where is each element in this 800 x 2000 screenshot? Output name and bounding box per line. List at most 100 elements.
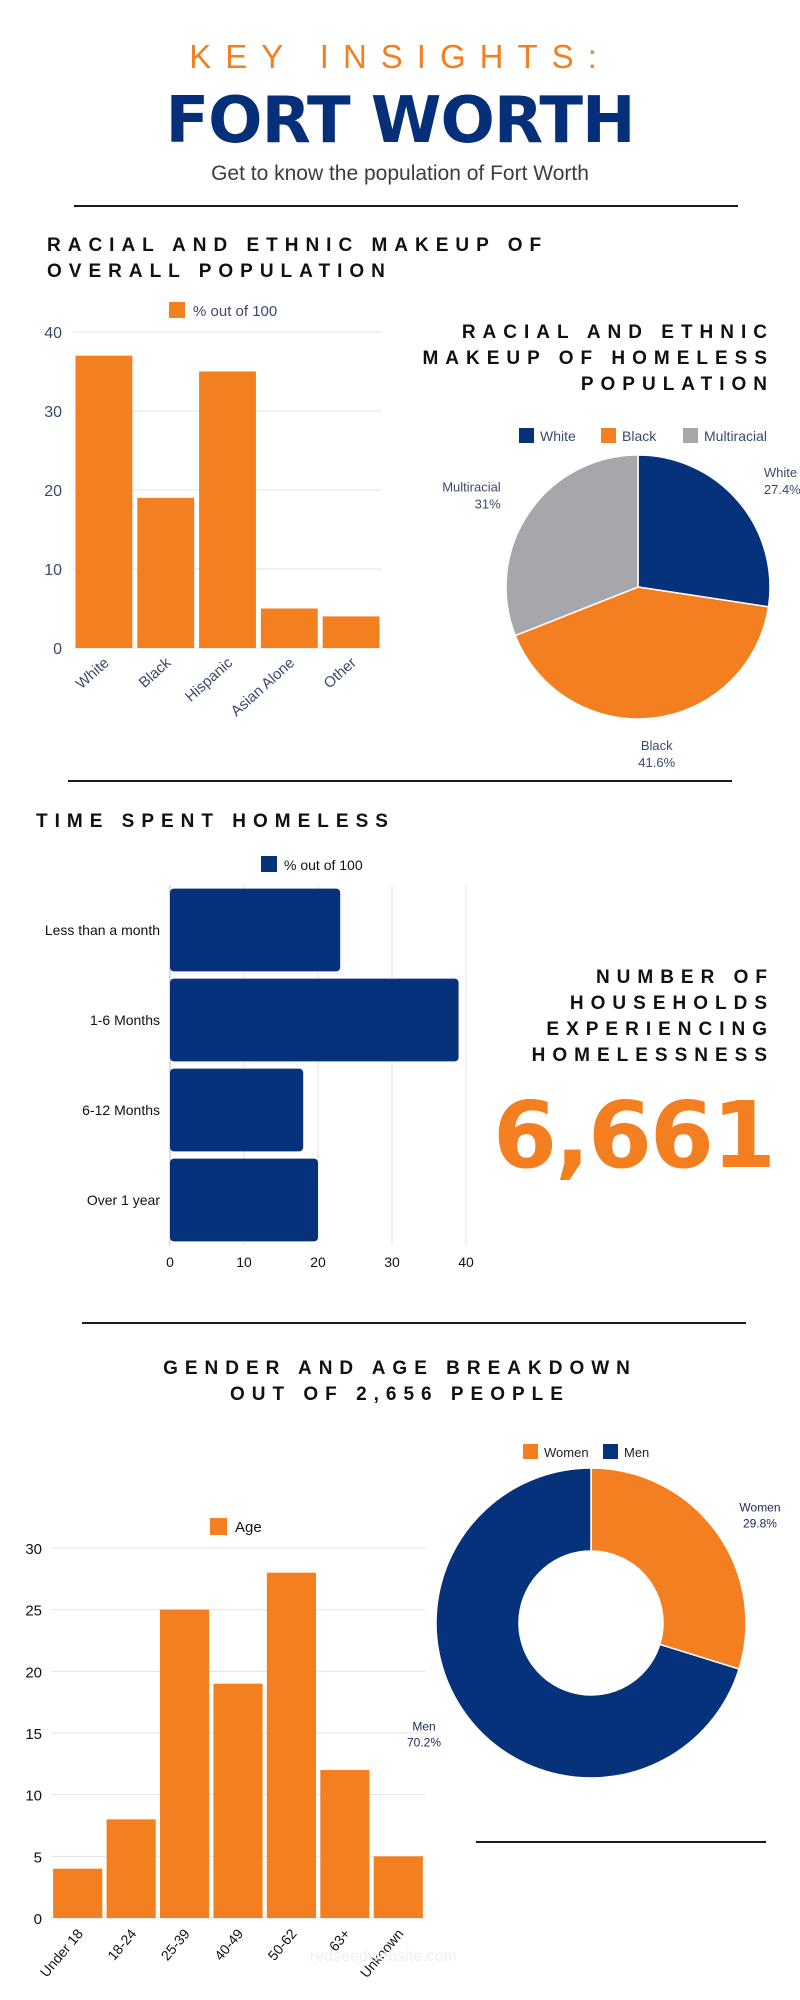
x-tick-label: 10 — [236, 1254, 252, 1270]
x-tick-label: 18-24 — [104, 1925, 139, 1963]
section-title-gender-age: GENDER AND AGE BREAKDOWN OUT OF 2,656 PE… — [0, 1356, 800, 1408]
x-tick-label: 0 — [166, 1254, 174, 1270]
y-tick-label: Over 1 year — [87, 1192, 160, 1208]
x-tick-label: 30 — [384, 1254, 400, 1270]
donut-slice-men — [435, 1467, 740, 1779]
section-title-line: POPULATION — [580, 374, 774, 395]
y-tick-label: 20 — [25, 1664, 42, 1681]
slice-value-label: 41.6% — [638, 755, 675, 770]
y-tick-label: 10 — [44, 562, 62, 579]
slice-value-label: 29.8% — [743, 1516, 777, 1530]
page-subtitle: Get to know the population of Fort Worth — [211, 162, 589, 185]
section-title-racial-overall: RACIAL AND ETHNIC MAKEUP OF OVERALL POPU… — [47, 233, 607, 285]
slice-label: Black — [641, 738, 673, 753]
x-tick-label: 20 — [310, 1254, 326, 1270]
x-tick-label: Black — [136, 654, 175, 692]
chart-overall-population: % out of 100 0 10 20 30 40 White Black HispanicA… — [44, 302, 382, 720]
x-tick-label: 40 — [458, 1254, 474, 1270]
x-tick-label: 50-62 — [264, 1925, 299, 1963]
households-count: 6,661 — [492, 1082, 776, 1189]
slice-value-label: 70.2% — [407, 1736, 441, 1750]
bar-18-24 — [106, 1819, 156, 1918]
bar-white — [75, 355, 133, 648]
bar-6-12-months — [170, 1068, 304, 1152]
x-tick-label: Hispanic — [182, 654, 236, 705]
section-title-line: NUMBER OF — [595, 967, 774, 988]
y-tick-label: 40 — [44, 325, 62, 342]
bar-hispanic — [199, 371, 256, 648]
slice-value-label: 27.4% — [764, 482, 800, 497]
legend-swatch-men — [603, 1444, 618, 1459]
bar-50-62 — [266, 1572, 317, 1918]
slice-label: Women — [739, 1500, 780, 1514]
chart-gender: Women Men Women 29.8% Men 70.2% — [407, 1444, 781, 1779]
x-tick-label: Asian Alone — [228, 654, 298, 720]
x-tick-label: 25-39 — [158, 1925, 193, 1963]
bar-black — [137, 497, 195, 648]
bar-over-1-year — [170, 1158, 318, 1242]
bar-63+ — [320, 1770, 370, 1918]
legend-label: Multiracial — [704, 428, 767, 444]
chart-age: Age 0 5 10 15 20 25 30 Under 18 18-24 25-39 40-49 50… — [25, 1518, 425, 1981]
legend-swatch-women — [523, 1444, 538, 1459]
section-title-line: OUT OF 2,656 PEOPLE — [230, 1384, 570, 1405]
header-kicker: KEY INSIGHTS: — [189, 38, 611, 75]
bar-unknown — [373, 1856, 423, 1918]
pie-slice-multiracial — [505, 454, 639, 637]
section-title-line: OVERALL POPULATION — [47, 261, 392, 282]
chart-homeless-race: White Black Multiracial White 27.4% Black 41.6… — [442, 428, 800, 770]
slice-value-label: 31% — [475, 497, 501, 512]
legend-label: Black — [622, 428, 657, 444]
y-tick-label: 6-12 Months — [82, 1102, 160, 1118]
chart-time-homeless: % out of 100 0 10 20 30 40 Less than a month 1-… — [45, 856, 474, 1270]
x-tick-label: Under 18 — [37, 1925, 86, 1980]
legend-swatch — [169, 302, 185, 318]
bar-25-39 — [159, 1609, 210, 1918]
bar-under-18 — [53, 1868, 103, 1918]
y-tick-label: Less than a month — [45, 922, 160, 938]
bar-40-49 — [213, 1683, 263, 1918]
legend-swatch — [261, 856, 277, 872]
section-title-line: RACIAL AND ETHNIC MAKEUP OF — [47, 235, 549, 256]
section-title-racial-homeless: RACIAL AND ETHNIC MAKEUP OF HOMELESS POP… — [400, 320, 774, 398]
divider-top — [74, 205, 738, 207]
y-tick-label: 15 — [25, 1726, 42, 1743]
legend-swatch-white — [519, 428, 534, 443]
bar-1-6-months — [170, 978, 459, 1062]
y-tick-label: 30 — [44, 404, 62, 421]
slice-label: Men — [412, 1720, 435, 1734]
section-title-households: NUMBER OF HOUSEHOLDS EXPERIENCING HOMELE… — [470, 965, 774, 1069]
slice-label: White — [764, 465, 797, 480]
section-title-line: HOUSEHOLDS — [569, 993, 774, 1014]
y-tick-label: 5 — [34, 1849, 42, 1866]
pie-slice-black — [514, 586, 770, 720]
page-title: FORT WORTH — [165, 84, 635, 158]
y-tick-label: 0 — [53, 641, 62, 658]
x-tick-label: 40-49 — [211, 1925, 246, 1963]
y-tick-label: 1-6 Months — [90, 1012, 160, 1028]
watermark: redseedwebsite.com — [310, 1948, 457, 1965]
legend-swatch-black — [601, 428, 616, 443]
bar-less-than-a-month — [170, 888, 341, 972]
section-title-line: RACIAL AND ETHNIC — [461, 322, 774, 343]
section-title-line: MAKEUP OF HOMELESS — [422, 348, 774, 369]
legend-swatch — [210, 1518, 227, 1535]
y-tick-label: 30 — [25, 1541, 42, 1558]
y-tick-label: 25 — [25, 1603, 42, 1620]
legend-label: White — [540, 428, 576, 444]
pie-slice-white — [637, 454, 771, 608]
bar-other — [322, 616, 380, 648]
section-title-line: GENDER AND AGE BREAKDOWN — [163, 1358, 637, 1379]
section-title-line: HOMELESSNESS — [531, 1045, 774, 1066]
section-title-time-homeless: TIME SPENT HOMELESS — [36, 811, 395, 832]
y-tick-label: 10 — [25, 1788, 42, 1805]
legend-label: Women — [544, 1445, 589, 1460]
y-tick-label: 20 — [44, 483, 62, 500]
slice-label: Multiracial — [442, 480, 501, 495]
donut-slice-women — [590, 1467, 747, 1670]
divider-bottom-right — [476, 1841, 766, 1843]
legend-label: % out of 100 — [193, 303, 277, 320]
legend-label: Age — [235, 1519, 262, 1536]
x-tick-label: White — [73, 654, 113, 692]
divider-lower — [82, 1322, 746, 1324]
